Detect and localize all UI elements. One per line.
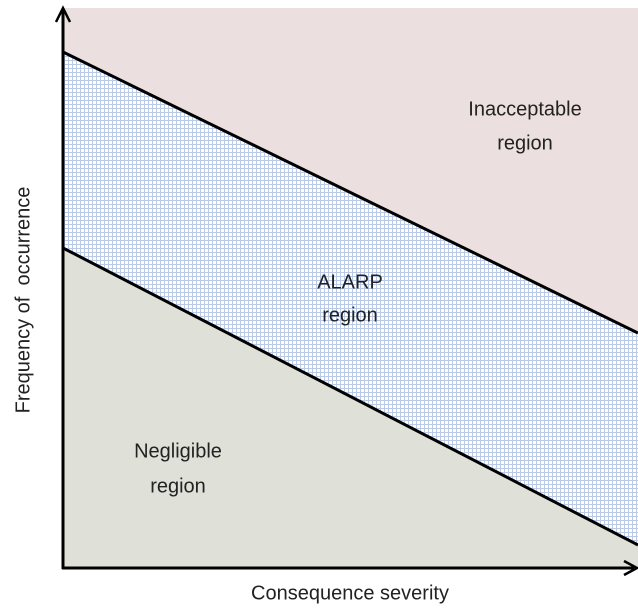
x-axis-label: Consequence severity <box>251 582 449 604</box>
upper-boundary <box>62 50 638 335</box>
inacceptable-area <box>63 8 638 333</box>
region-label: Negligible <box>134 440 222 462</box>
x-axis-arrow <box>623 559 638 577</box>
alarp-area <box>63 52 638 545</box>
region-label: region <box>497 132 553 154</box>
lower-boundary <box>62 246 638 547</box>
y-axis-arrow <box>54 5 72 23</box>
region-label: Inacceptable <box>468 98 581 120</box>
y-axis-label: Frequency of occurrence <box>12 187 34 414</box>
region-label: ALARP <box>317 271 383 293</box>
region-label: region <box>150 475 206 497</box>
region-label: region <box>322 304 378 326</box>
negligible-area <box>63 248 638 568</box>
